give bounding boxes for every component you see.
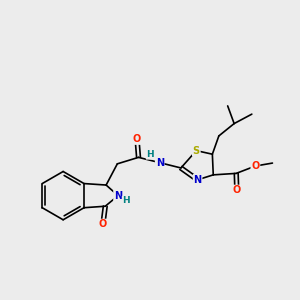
- Text: O: O: [233, 185, 241, 196]
- Text: O: O: [251, 161, 260, 171]
- Text: N: N: [194, 175, 202, 185]
- Text: N: N: [156, 158, 164, 168]
- Text: N: N: [114, 190, 122, 201]
- Text: H: H: [122, 196, 130, 206]
- Text: O: O: [133, 134, 141, 144]
- Text: H: H: [146, 150, 154, 159]
- Text: O: O: [99, 220, 107, 230]
- Text: S: S: [193, 146, 200, 156]
